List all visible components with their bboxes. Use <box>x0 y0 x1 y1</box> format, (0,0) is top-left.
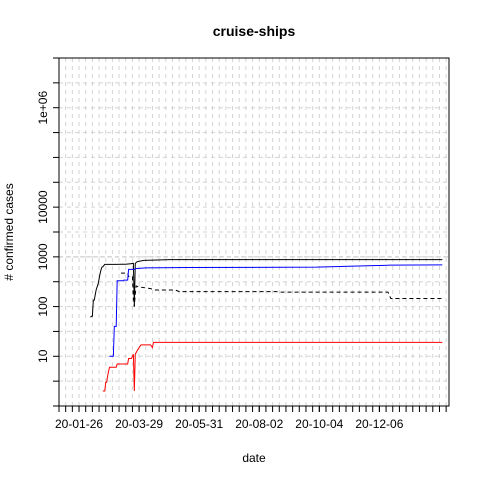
y-tick-label: 1000 <box>36 243 50 270</box>
x-tick-label: 20-03-29 <box>115 417 163 431</box>
x-tick-label: 20-08-02 <box>235 417 283 431</box>
series-group <box>90 259 443 407</box>
x-tick-label: 20-01-26 <box>55 417 103 431</box>
x-tick-label: 20-10-04 <box>295 417 343 431</box>
y-tick-label: 100 <box>36 296 50 316</box>
x-tick-label: 20-12-06 <box>355 417 403 431</box>
x-axis: 20-01-26 20-03-29 20-05-31 20-08-02 20-10-04… <box>55 406 447 431</box>
y-axis: 10 100 1000 10000 1e+06 <box>36 57 59 407</box>
x-tick-label: 20-05-31 <box>175 417 223 431</box>
grid <box>58 57 449 407</box>
y-tick-label: 10000 <box>36 190 50 224</box>
series-line-1 <box>90 259 443 318</box>
x-axis-label: date <box>242 451 266 465</box>
y-tick-label: 10 <box>36 349 50 363</box>
y-tick-label: 1e+06 <box>36 91 50 125</box>
series-line-2 <box>120 272 443 307</box>
series-line-3 <box>109 264 443 357</box>
y-axis-label: # confirmed cases <box>2 183 16 280</box>
chart-title: cruise-ships <box>213 23 296 39</box>
series-line-4 <box>102 341 443 392</box>
